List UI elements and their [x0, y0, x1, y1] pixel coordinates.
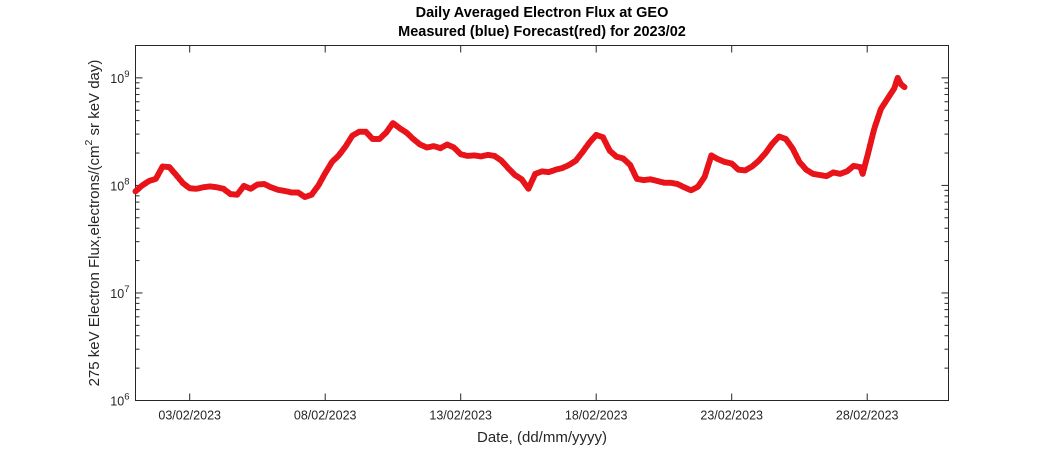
- y-tick-label: 109: [110, 69, 129, 86]
- x-tick-label: 08/02/2023: [294, 409, 357, 423]
- x-tick-label: 13/02/2023: [429, 409, 492, 423]
- y-axis-label-prefix: 275 keV Electron Flux,electrons/(cm: [86, 145, 103, 386]
- axis-ticks: [135, 45, 949, 401]
- plot-area-frame: [135, 45, 949, 401]
- y-axis-label: 275 keV Electron Flux,electrons/(cm2 sr …: [83, 60, 103, 387]
- data-point: [901, 84, 908, 91]
- x-tick-label: 03/02/2023: [158, 409, 221, 423]
- x-tick-label: 28/02/2023: [836, 409, 899, 423]
- y-tick-label: 107: [110, 284, 129, 301]
- x-axis-tick-labels: 03/02/2023 08/02/2023 13/02/2023 18/02/2023…: [158, 409, 898, 423]
- y-axis-tick-labels: 106 107 108 109: [110, 69, 129, 409]
- chart-subtitle: Measured (blue) Forecast(red) for 2023/0…: [398, 24, 686, 40]
- y-axis-label-superscript: 2: [83, 139, 95, 145]
- x-axis-label: Date, (dd/mm/yyyy): [477, 429, 607, 446]
- y-tick-label: 106: [110, 392, 129, 409]
- x-tick-label: 18/02/2023: [565, 409, 628, 423]
- chart-title: Daily Averaged Electron Flux at GEO: [416, 5, 669, 21]
- data-series-points: [132, 74, 908, 200]
- x-tick-label: 23/02/2023: [700, 409, 763, 423]
- y-tick-label: 108: [110, 176, 129, 193]
- y-axis-label-suffix: sr keV day): [86, 60, 103, 140]
